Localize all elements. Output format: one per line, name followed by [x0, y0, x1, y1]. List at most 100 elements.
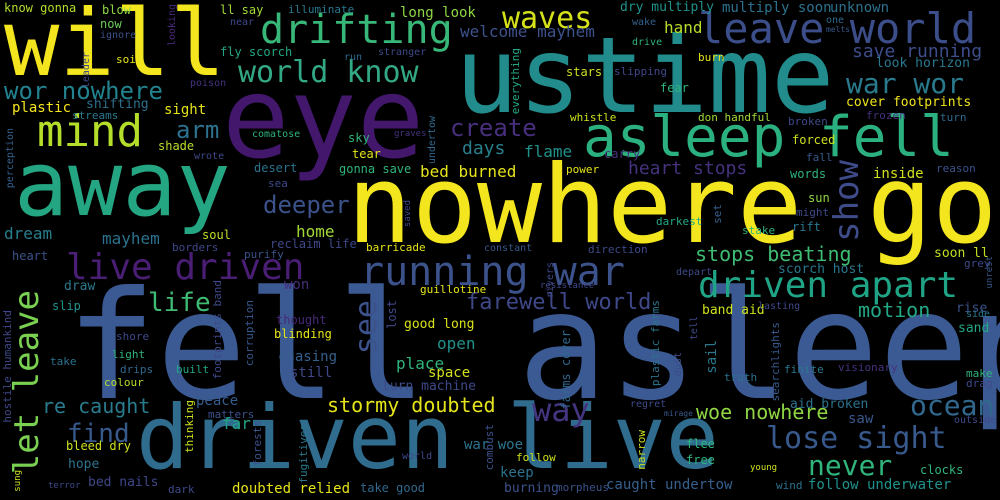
word: broken: [788, 115, 828, 128]
word: hand: [664, 18, 703, 37]
word: borders: [172, 241, 219, 254]
word: melts: [826, 25, 851, 34]
word: everything: [509, 48, 522, 115]
word: burn: [698, 51, 725, 64]
word: whistle: [570, 111, 617, 124]
word: side: [966, 309, 991, 320]
word: hope: [68, 457, 100, 472]
word: leave world: [698, 4, 977, 53]
word: show: [827, 160, 867, 242]
word: life: [148, 288, 211, 318]
word: set: [711, 204, 724, 224]
word: draw: [64, 279, 96, 294]
word: peace: [196, 393, 239, 409]
word: don handful: [698, 111, 771, 124]
word: soul: [202, 228, 231, 242]
word: save running: [852, 41, 983, 62]
word: combust: [483, 424, 496, 471]
word: desert: [254, 161, 298, 175]
word: ignore: [100, 30, 137, 41]
word: perception: [5, 128, 16, 189]
word: farms cover: [559, 330, 573, 410]
word: still: [290, 365, 333, 381]
word: caught undertow: [606, 477, 733, 493]
word: shifting: [86, 97, 149, 112]
word: let leave: [7, 290, 47, 475]
word: asleep fell: [583, 105, 954, 170]
word: chasing: [278, 349, 338, 365]
word: thought: [276, 313, 327, 327]
word: turn: [940, 111, 967, 124]
word: words: [790, 167, 827, 181]
word: fell asleep: [66, 260, 1000, 434]
word: corruption: [243, 300, 256, 367]
word: re caught: [42, 394, 151, 418]
word: clocks: [920, 463, 964, 477]
word: open: [437, 334, 476, 353]
word: follow: [516, 451, 556, 464]
word: scorch host: [778, 262, 865, 277]
word: one: [826, 15, 845, 26]
word: wor nowhere: [4, 77, 163, 105]
word: blow: [102, 3, 131, 17]
word: shade: [158, 139, 195, 153]
word: burning: [504, 481, 559, 496]
word: bed burned: [420, 162, 517, 181]
word: carry: [604, 147, 641, 161]
word: streams: [72, 109, 119, 122]
word: create: [450, 114, 537, 142]
word: wake: [632, 17, 657, 28]
word: world know: [238, 55, 419, 90]
word: unknown: [830, 0, 890, 16]
word: saw: [848, 411, 874, 427]
word: run: [344, 52, 363, 63]
word: stake: [742, 224, 776, 237]
word: mirage: [664, 409, 693, 418]
word: barricade: [366, 241, 426, 254]
word: take: [50, 355, 77, 368]
word: way: [532, 391, 590, 429]
word: poison: [190, 78, 227, 89]
word: soon ll: [934, 246, 989, 261]
word: woe nowhere: [696, 400, 829, 424]
word: bleed dry: [66, 439, 132, 453]
word: heart stops: [628, 158, 748, 179]
word: comatose: [252, 129, 301, 140]
word: world: [402, 451, 433, 462]
word: dry multiply: [620, 0, 714, 15]
word: blinding: [274, 327, 332, 341]
word: might: [796, 206, 830, 219]
word: know gonna: [4, 1, 77, 15]
word: matters: [208, 408, 255, 421]
word: stormy doubted: [327, 393, 496, 417]
word: finite: [784, 363, 824, 376]
word: fly scorch: [220, 45, 293, 59]
word: drips: [120, 363, 154, 376]
word: cover footprints: [846, 95, 972, 110]
word: saved: [403, 200, 413, 228]
word: darkest: [656, 215, 703, 228]
word: soil: [116, 53, 143, 66]
word: bed nails: [88, 475, 159, 490]
word: arm: [176, 116, 220, 144]
word: waves: [502, 1, 593, 36]
word: look horizon: [876, 56, 970, 71]
word: sun: [808, 191, 830, 205]
word: live driven: [66, 247, 305, 288]
word: wind: [776, 479, 803, 492]
word: footprints band: [211, 280, 224, 380]
word: wrote: [194, 151, 225, 162]
word: stars: [566, 65, 603, 79]
word: leader: [81, 52, 92, 89]
word: now: [100, 17, 122, 31]
word: farewell world: [466, 290, 652, 315]
word: drive: [632, 37, 663, 48]
word: truth: [724, 371, 758, 384]
word: visionary: [838, 361, 898, 374]
word: home: [296, 222, 335, 241]
word: driven live: [136, 386, 719, 489]
word: inside: [873, 166, 924, 182]
word: sea: [268, 177, 288, 190]
word: stranger: [378, 47, 427, 58]
